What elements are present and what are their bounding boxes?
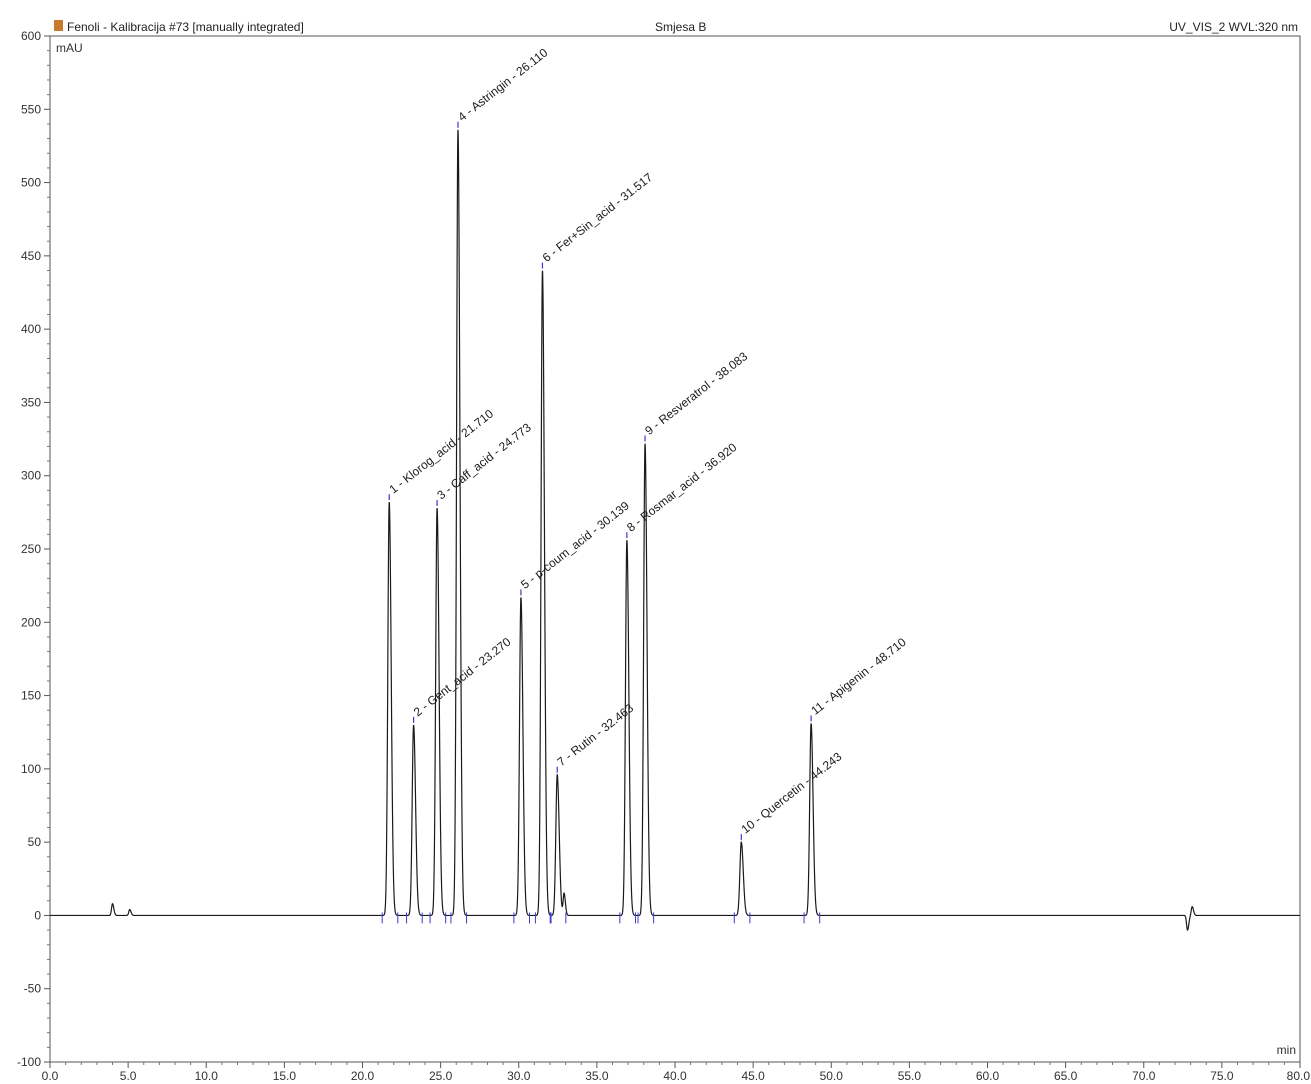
- y-tick-label: 350: [21, 395, 41, 409]
- x-tick-label: 70.0: [1132, 1069, 1156, 1083]
- x-tick-label: 50.0: [820, 1069, 844, 1083]
- x-tick-label: 35.0: [585, 1069, 609, 1083]
- y-tick-label: 100: [21, 762, 41, 776]
- y-axis-unit: mAU: [56, 41, 83, 55]
- y-tick-label: 550: [21, 102, 41, 116]
- x-tick-label: 80.0: [1287, 1069, 1311, 1083]
- y-tick-label: 150: [21, 689, 41, 703]
- plot-area: [49, 35, 1301, 1063]
- document-icon: [54, 20, 63, 31]
- x-tick-label: 55.0: [898, 1069, 922, 1083]
- y-tick-label: 450: [21, 249, 41, 263]
- x-tick-label: 0.0: [42, 1069, 59, 1083]
- sample-name: Smjesa B: [655, 20, 706, 34]
- x-tick-label: 45.0: [741, 1069, 765, 1083]
- x-axis-unit: min: [1277, 1043, 1296, 1057]
- y-tick-label: -50: [24, 982, 42, 996]
- y-tick-label: 50: [28, 835, 42, 849]
- x-tick-label: 30.0: [507, 1069, 531, 1083]
- channel-label: UV_VIS_2 WVL:320 nm: [1169, 20, 1298, 34]
- chart-title: Fenoli - Kalibracija #73 [manually integ…: [67, 20, 304, 34]
- y-tick-label: 0: [34, 908, 41, 922]
- x-tick-label: 60.0: [976, 1069, 1000, 1083]
- y-tick-label: 400: [21, 322, 41, 336]
- x-tick-label: 65.0: [1054, 1069, 1078, 1083]
- y-tick-label: 250: [21, 542, 41, 556]
- x-tick-label: 5.0: [120, 1069, 137, 1083]
- x-tick-label: 20.0: [351, 1069, 375, 1083]
- y-tick-label: 300: [21, 469, 41, 483]
- x-tick-label: 40.0: [663, 1069, 687, 1083]
- y-tick-label: 200: [21, 615, 41, 629]
- y-tick-label: -100: [17, 1055, 41, 1069]
- chromatogram-trace: [50, 129, 1300, 931]
- x-tick-label: 25.0: [429, 1069, 453, 1083]
- y-tick-label: 600: [21, 29, 41, 43]
- x-tick-label: 10.0: [195, 1069, 219, 1083]
- y-tick-label: 500: [21, 176, 41, 190]
- x-tick-label: 75.0: [1210, 1069, 1234, 1083]
- x-tick-label: 15.0: [273, 1069, 297, 1083]
